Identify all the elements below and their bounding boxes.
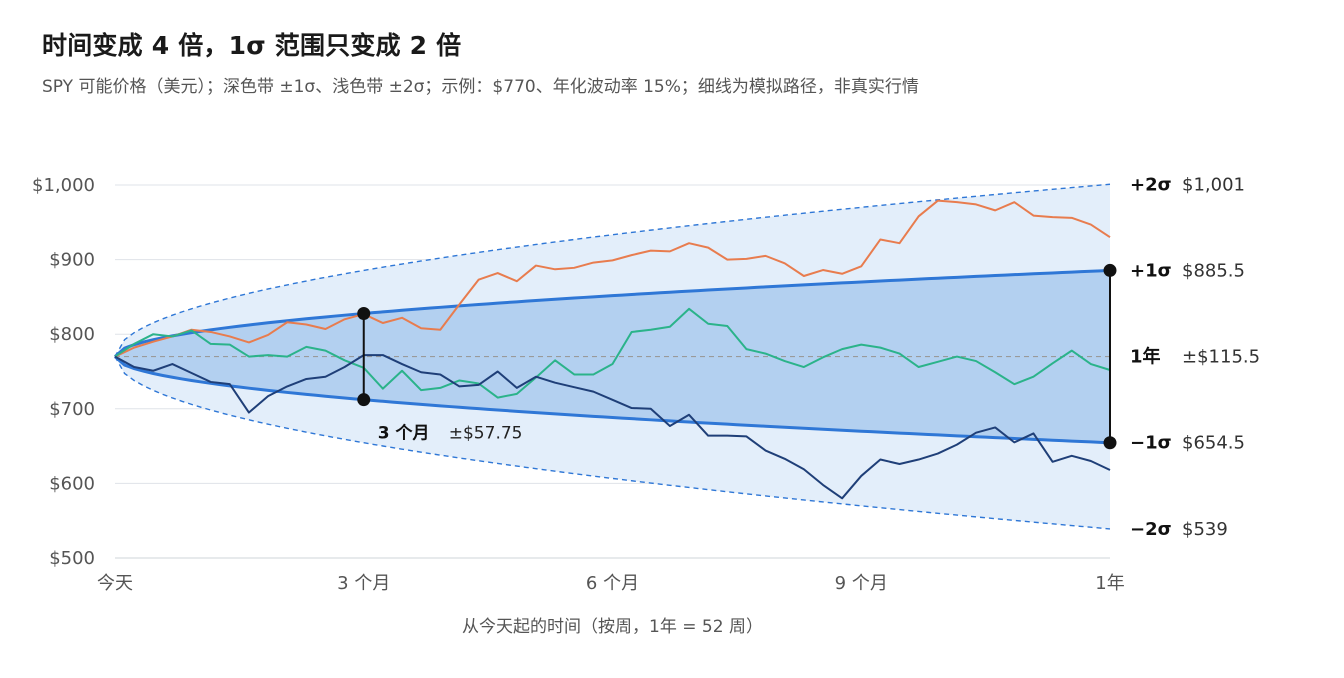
band-end-sigma-label: −1σ bbox=[1130, 433, 1172, 454]
y-tick-label: $900 bbox=[49, 250, 95, 271]
sigma1-upper-line bbox=[114, 268, 1111, 358]
annotations: 3 个月 ±$57.75 bbox=[357, 263, 1117, 450]
band-end-sigma-label: −2σ bbox=[1130, 519, 1172, 540]
series-line-2 bbox=[114, 307, 1111, 399]
annotation-label: 3 个月 bbox=[378, 423, 430, 444]
y-tick-label: $700 bbox=[49, 399, 95, 420]
x-axis-label: 从今天起的时间（按周，1年 = 52 周） bbox=[462, 617, 763, 637]
chart-subtitle: SPY 可能价格（美元）；深色带 ±1σ、浅色带 ±2σ；示例：$770、年化波… bbox=[42, 77, 919, 97]
y-tick-label: $600 bbox=[49, 473, 95, 494]
x-tick-label: 3 个月 bbox=[337, 573, 390, 594]
x-tick-label: 今天 bbox=[97, 573, 133, 594]
series-line-1 bbox=[114, 199, 1111, 358]
range-marker-top-dot bbox=[357, 306, 371, 320]
band-end-value-label: ±$115.5 bbox=[1182, 347, 1260, 368]
band-end-sigma-label: +1σ bbox=[1130, 260, 1172, 281]
band-end-value-label: $885.5 bbox=[1182, 260, 1245, 281]
series-line-3 bbox=[114, 354, 1111, 500]
x-tick-label: 6 个月 bbox=[586, 573, 639, 594]
range-marker-bottom-dot bbox=[1103, 436, 1117, 450]
annotation-value: ±$57.75 bbox=[449, 424, 523, 444]
sigma1-lower-line bbox=[114, 355, 1111, 445]
range-marker-top-dot bbox=[1103, 263, 1117, 277]
y-tick-label: $1,000 bbox=[32, 175, 95, 196]
simulated-paths bbox=[114, 199, 1111, 500]
x-tick-label: 9 个月 bbox=[835, 573, 888, 594]
sigma2-lower-line bbox=[114, 356, 1111, 530]
chart-title: 时间变成 4 倍，1σ 范围只变成 2 倍 bbox=[42, 31, 462, 60]
range-marker-bottom-dot bbox=[357, 393, 371, 407]
y-tick-label: $800 bbox=[49, 324, 95, 345]
band-end-sigma-label: 1年 bbox=[1130, 346, 1161, 368]
x-tick-label: 1年 bbox=[1095, 573, 1124, 594]
band-end-sigma-label: +2σ bbox=[1130, 174, 1172, 195]
band-end-value-label: $654.5 bbox=[1182, 433, 1245, 454]
y-tick-label: $500 bbox=[49, 548, 95, 569]
band-end-value-label: $539 bbox=[1182, 519, 1228, 540]
sigma2-upper-line bbox=[114, 183, 1111, 357]
band-end-labels: +2σ $1,001 +1σ $885.5 1年 ±$115.5 −1σ $654.5 −2σ $… bbox=[1130, 174, 1260, 540]
band-end-value-label: $1,001 bbox=[1182, 174, 1245, 195]
